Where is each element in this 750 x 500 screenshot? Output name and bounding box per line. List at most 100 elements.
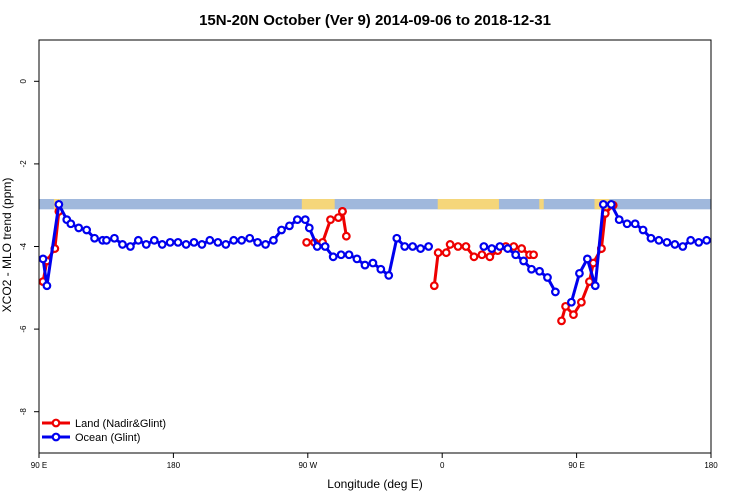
land-mass (437, 199, 499, 210)
data-point (400, 242, 410, 251)
x-axis: 90 E 180 90 W 0 90 E 180 (31, 453, 718, 470)
data-point (576, 297, 586, 307)
x-tick-label: 180 (167, 461, 181, 470)
data-point (384, 271, 394, 280)
data-point (614, 215, 624, 225)
x-axis-label: Longitude (deg E) (327, 477, 422, 491)
data-point (569, 310, 578, 320)
plot-frame (38, 39, 712, 454)
data-point (638, 225, 648, 235)
data-point (181, 240, 191, 249)
x-tick-label: 90 E (31, 461, 47, 470)
x-tick-label: 180 (704, 461, 718, 470)
data-point (189, 237, 199, 247)
data-point (205, 235, 215, 245)
legend-marker (51, 432, 61, 442)
data-point (670, 240, 680, 249)
data-point (42, 281, 52, 291)
legend-label: Land (Nadir&Glint) (75, 418, 166, 430)
data-point (110, 233, 119, 243)
data-point (38, 254, 48, 264)
data-point (408, 242, 418, 251)
data-point (543, 273, 552, 282)
data-point (173, 237, 183, 247)
data-point (285, 221, 294, 231)
data-point (424, 242, 434, 251)
data-point (557, 316, 566, 326)
x-tick-label: 90 E (568, 461, 584, 470)
data-point (344, 250, 354, 260)
data-point (416, 244, 425, 253)
data-point (694, 237, 704, 247)
data-point (54, 199, 64, 209)
y-axis-label: XCO2 - MLO trend (ppm) (0, 178, 14, 313)
data-point (304, 223, 314, 233)
land-mass (301, 199, 335, 210)
data-point (527, 264, 536, 274)
data-point (550, 287, 560, 297)
data-point (300, 215, 310, 225)
data-point (102, 235, 111, 245)
data-point (429, 281, 439, 291)
data-point (368, 258, 378, 268)
data-point (561, 301, 570, 311)
data-point (326, 215, 335, 225)
data-point (511, 250, 521, 260)
data-point (197, 240, 207, 249)
y-tick-label: -8 (19, 408, 28, 416)
data-point (336, 250, 346, 260)
data-point (517, 244, 527, 253)
data-point (237, 235, 247, 245)
data-point (662, 237, 672, 247)
y-tick-label: -2 (19, 160, 28, 168)
data-point (582, 254, 592, 264)
y-tick-label: 0 (19, 79, 28, 84)
chart-title: 15N-20N October (Ver 9) 2014-09-06 to 20… (199, 12, 551, 29)
data-point (503, 244, 513, 253)
data-point (229, 235, 239, 245)
data-point (334, 213, 343, 222)
data-point (433, 248, 443, 258)
y-axis: 0 -2 -4 -6 -8 (19, 79, 39, 416)
data-point (90, 233, 99, 243)
data-point (352, 254, 362, 264)
data-point (487, 244, 497, 253)
data-point (529, 250, 538, 260)
data-point (320, 242, 330, 251)
legend-label: Ocean (Glint) (75, 432, 140, 444)
data-point (630, 219, 640, 229)
data-point (341, 231, 351, 241)
data-point (82, 225, 92, 235)
data-point (535, 266, 544, 276)
data-point (519, 256, 528, 266)
data-point (622, 219, 632, 229)
data-point (654, 235, 664, 245)
data-point (686, 235, 696, 245)
data-point (125, 242, 135, 251)
data-point (141, 240, 151, 249)
data-point (338, 206, 347, 216)
data-point (277, 225, 286, 235)
legend: Land (Nadir&Glint) Ocean (Glint) (42, 418, 166, 444)
data-point (441, 248, 451, 258)
ocean-strip (39, 199, 711, 210)
data-point (157, 240, 167, 249)
data-point (485, 252, 495, 262)
data-point (445, 240, 455, 249)
data-point (165, 237, 175, 247)
data-point (392, 233, 402, 243)
data-point (213, 237, 223, 247)
data-point (118, 240, 127, 249)
data-point (221, 240, 231, 249)
data-point (678, 242, 688, 251)
data-point (477, 250, 487, 260)
data-point (606, 199, 616, 209)
data-point (269, 235, 278, 245)
data-point (292, 215, 302, 225)
data-point (453, 242, 463, 251)
data-point (469, 252, 479, 262)
data-point (302, 237, 312, 247)
data-point (312, 242, 322, 251)
data-point (495, 242, 505, 251)
